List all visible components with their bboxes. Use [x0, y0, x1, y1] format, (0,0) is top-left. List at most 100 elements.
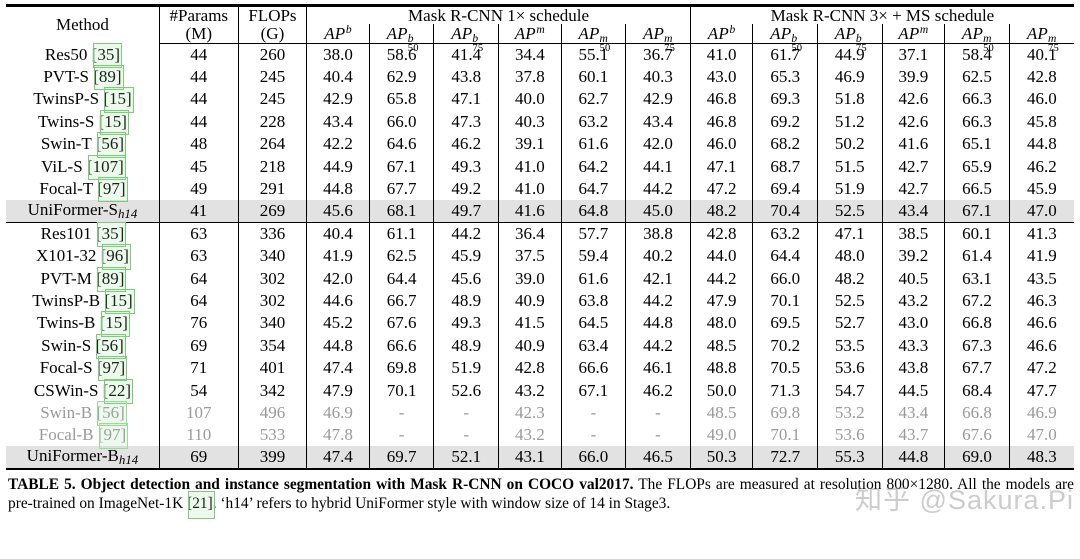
cell-params: 49: [158, 177, 239, 200]
cell-schedule1x-1: 66.7: [368, 289, 434, 312]
header-group-1x: Mask R-CNN 1× schedule: [306, 4, 691, 25]
cell-flops: 228: [237, 110, 307, 133]
cell-method: UniFormer-Sh14: [6, 200, 159, 222]
cell-method: CSWin-S [22]: [6, 378, 159, 405]
cell-params: 71: [158, 356, 239, 380]
cell-schedule3x-5: 47.0: [1008, 423, 1074, 447]
cell-schedule1x-2: 49.3: [433, 155, 499, 178]
cell-schedule3x-4: 67.3: [944, 334, 1010, 357]
cell-params: 48: [158, 132, 239, 156]
cell-schedule3x-0: 48.5: [689, 334, 753, 357]
citation-ref[interactable]: [56]: [95, 132, 127, 159]
citation-ref[interactable]: [56]: [95, 333, 127, 360]
cell-schedule3x-3: 42.7: [881, 155, 945, 178]
cell-params: 107: [158, 401, 239, 424]
citation-ref[interactable]: [89]: [96, 266, 127, 293]
cell-schedule3x-3: 42.6: [881, 87, 945, 111]
citation-ref[interactable]: [15]: [104, 288, 135, 315]
cell-schedule1x-3: 41.5: [498, 311, 562, 335]
cell-schedule1x-5: 44.2: [625, 334, 691, 357]
cell-schedule3x-2: 48.0: [816, 244, 883, 268]
cell-params: 44: [158, 65, 239, 88]
cell-schedule1x-4: 61.6: [560, 132, 626, 156]
cell-schedule1x-2: 44.2: [433, 221, 499, 245]
cell-schedule1x-4: 63.4: [560, 334, 626, 357]
cell-schedule3x-4: 67.2: [944, 289, 1010, 312]
header-method: Method: [6, 4, 160, 44]
citation-ref[interactable]: [97]: [96, 356, 128, 382]
cell-schedule3x-4: 58.4: [944, 43, 1010, 66]
cell-schedule3x-2: 51.8: [816, 87, 883, 111]
citation-ref[interactable]: [35]: [91, 42, 123, 69]
cell-method: X101-32 [96]: [6, 244, 159, 270]
citation-ref[interactable]: [89]: [93, 65, 124, 91]
cell-schedule3x-2: 53.6: [816, 356, 883, 380]
citation-ref[interactable]: [15]: [98, 109, 130, 136]
cell-schedule3x-3: 43.8: [881, 356, 945, 380]
cell-schedule1x-0: 40.4: [306, 65, 370, 88]
cell-params: 63: [158, 221, 239, 245]
cell-params: 76: [158, 311, 239, 335]
method-name: CSWin-S: [33, 380, 99, 400]
caption-bold: TABLE 5. Object detection and instance s…: [8, 475, 634, 493]
cell-schedule3x-5: 41.3: [1008, 221, 1074, 245]
cell-schedule1x-1: 67.7: [368, 177, 434, 200]
cell-schedule3x-5: 44.8: [1008, 132, 1074, 156]
cell-schedule3x-5: 46.2: [1008, 155, 1074, 178]
method-name: Res101: [40, 224, 92, 244]
citation-ref[interactable]: [97]: [97, 176, 128, 203]
cell-schedule3x-0: 42.8: [689, 221, 753, 245]
cell-schedule3x-3: 41.6: [881, 132, 945, 156]
cell-schedule3x-0: 50.3: [689, 446, 753, 470]
cell-schedule1x-5: -: [625, 401, 691, 424]
cell-schedule1x-0: 42.0: [306, 267, 370, 290]
cell-schedule1x-2: 47.1: [433, 87, 499, 111]
citation-ref[interactable]: [56]: [96, 400, 128, 427]
caption-rest-1: The FLOPs are measured at resolution 800…: [8, 475, 1074, 513]
citation-ref[interactable]: [35]: [95, 222, 127, 248]
cell-schedule1x-0: 44.8: [306, 334, 370, 357]
method-name: UniFormer-S: [27, 200, 118, 220]
cell-schedule1x-5: 42.0: [625, 132, 691, 156]
cell-method: UniFormer-Bh14: [6, 446, 160, 470]
citation-ref[interactable]: [22]: [102, 378, 134, 405]
cell-flops: 264: [237, 132, 307, 156]
header-metric-apm50-3x: AP m 50: [944, 24, 1010, 53]
header-metric-apm-1x: APm: [498, 24, 562, 44]
header-metric-apb50-3x: AP b 50: [752, 24, 818, 53]
method-name: Swin-S: [41, 335, 92, 355]
citation-ref[interactable]: [96]: [100, 244, 132, 270]
cell-schedule3x-3: 43.4: [881, 199, 945, 223]
cell-schedule3x-1: 64.4: [752, 244, 818, 268]
cell-schedule3x-5: 48.3: [1008, 446, 1074, 470]
cell-params: 41: [158, 199, 239, 223]
cell-schedule1x-5: 40.3: [625, 65, 691, 88]
header-metric-apb75-1x: AP b 75: [433, 24, 499, 53]
cell-schedule3x-5: 41.9: [1008, 244, 1074, 268]
cell-schedule3x-2: 48.2: [816, 267, 883, 290]
cell-schedule1x-4: 57.7: [560, 221, 626, 245]
citation-ref[interactable]: [15]: [103, 87, 135, 114]
cell-schedule1x-5: 42.1: [625, 267, 691, 290]
cell-params: 44: [158, 87, 239, 111]
cell-schedule1x-1: 67.6: [368, 311, 434, 335]
cell-params: 69: [158, 446, 239, 470]
table-row: TwinsP-B [15] 64 302 44.6 66.7 48.9 40.9 63.8 44…: [6, 288, 1074, 315]
cell-schedule1x-3: 36.4: [498, 221, 562, 245]
cell-schedule1x-5: 46.5: [625, 446, 691, 470]
cell-schedule3x-3: 44.8: [881, 446, 945, 470]
citation-ref[interactable]: [15]: [99, 311, 131, 338]
cell-schedule3x-3: 39.2: [881, 244, 945, 268]
cell-schedule1x-1: 67.1: [368, 155, 434, 178]
cell-schedule3x-4: 63.1: [944, 267, 1010, 290]
table-row: Twins-B [15] 76 340 45.2 67.6 49.3 41.5 64.5 44.…: [6, 311, 1074, 338]
citation-ref[interactable]: [97]: [97, 423, 129, 450]
cell-schedule3x-3: 40.5: [881, 267, 945, 290]
cell-schedule3x-5: 46.3: [1008, 289, 1074, 312]
citation-ref[interactable]: [107]: [86, 154, 126, 181]
cell-schedule1x-3: 34.4: [498, 43, 562, 66]
cell-flops: 401: [237, 356, 307, 380]
cell-params: 45: [158, 155, 239, 178]
method-name: X101-32: [35, 246, 97, 266]
cell-method: Swin-B [56]: [6, 400, 159, 427]
